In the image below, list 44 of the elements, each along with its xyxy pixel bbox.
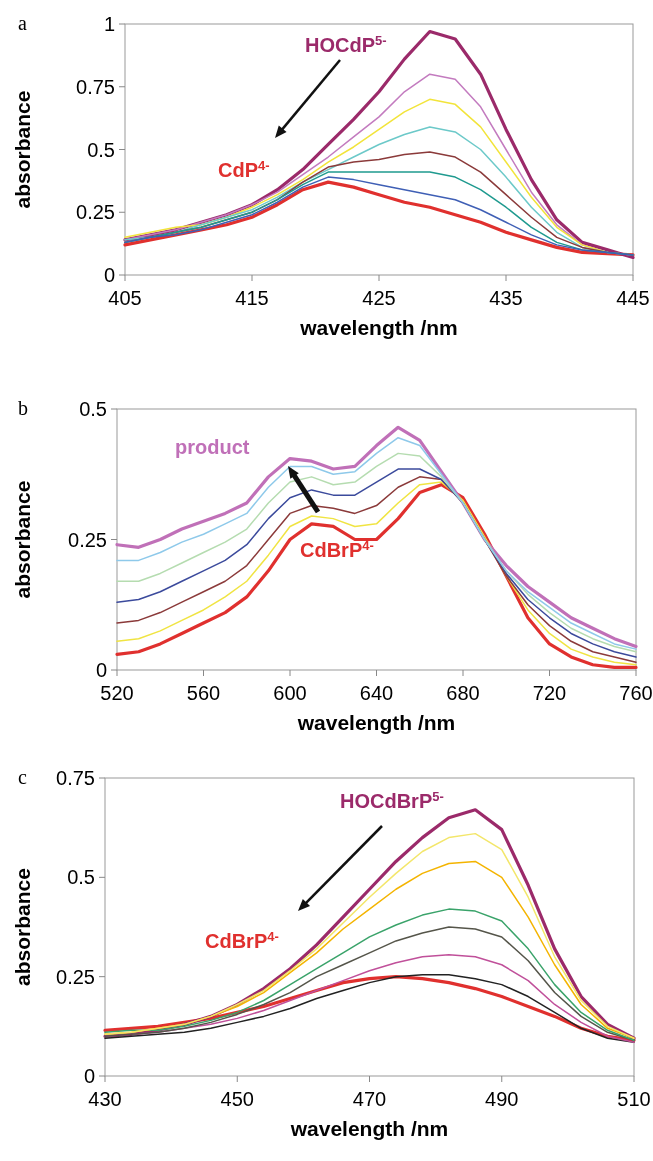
text: c [18,766,27,788]
x-tick-label: 680 [446,682,480,704]
x-tick-label: 425 [362,287,396,309]
x-tick-label: 470 [352,1088,387,1110]
x-axis-title: wavelength /nm [289,1117,449,1140]
x-tick-label: 600 [273,682,307,704]
x-tick-label: 405 [108,287,142,309]
y-tick-label: 1 [103,13,115,35]
x-axis-title: wavelength /nm [299,316,458,339]
y-tick-label: 0.5 [79,398,107,420]
y-tick-label: 0 [103,264,115,286]
x-tick-label: 430 [88,1088,122,1110]
x-tick-label: 445 [616,287,650,309]
x-tick-label: 450 [220,1088,254,1110]
y-tick-label: 0 [83,1065,95,1087]
y-tick-label: 0.25 [68,528,107,551]
x-tick-label: 520 [100,682,134,704]
series-label: product [175,436,250,458]
x-tick-label: 720 [532,682,567,704]
x-axis-title: wavelength /nm [296,711,456,734]
x-tick-label: 640 [359,682,394,704]
x-tick-label: 760 [619,682,653,704]
x-tick-label: 560 [186,682,221,704]
series-label: CdP$^{4-}$ [218,157,270,181]
x-tick-label: 415 [235,287,269,309]
y-tick-label: 0.25 [76,201,115,224]
series-label: HOCdP$^{5-}$ [305,32,387,56]
x-tick-label: 435 [489,287,523,309]
y-tick-label: 0 [95,659,107,681]
y-tick-label: 0.75 [76,75,115,98]
x-tick-label: 490 [485,1088,519,1110]
text: CdBrP$^{4-}$ [205,928,279,952]
y-axis-title: absorbance [11,868,34,986]
text: a [18,12,27,34]
text: b [18,397,28,419]
y-tick-label: 0.5 [67,866,95,889]
y-tick-label: 0.5 [87,138,115,161]
y-tick-label: 0.25 [56,965,95,988]
series-label: HOCdBrP$^{5-}$ [340,788,444,812]
series-label: CdBrP$^{4-}$ [300,537,374,561]
y-axis-title: absorbance [11,480,34,599]
x-tick-label: 510 [617,1088,651,1110]
y-axis-title: absorbance [11,90,34,209]
y-tick-label: 0.75 [56,767,95,789]
